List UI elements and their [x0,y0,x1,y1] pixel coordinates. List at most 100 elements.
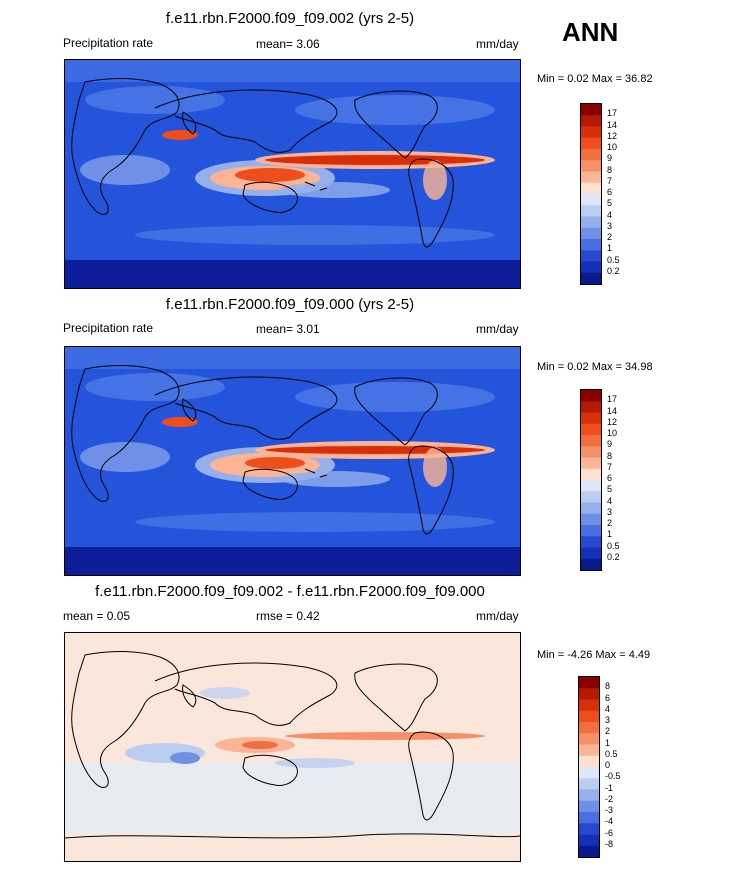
panel-3-anomaly-asia [200,687,250,699]
panel-3-colorbar-tick-label: -6 [605,827,614,838]
panel-3-anomaly-warm-pool-core [242,741,278,749]
panel-1-colorbar-segment [581,182,601,195]
panel-1-colorbar-segment [581,160,601,172]
panel-3-colorbar-tick-label: -4 [605,816,614,827]
panel-1-colorbar-segment [581,149,601,161]
panel-3-colorbar-tick-label: 3 [605,715,611,725]
panel-3-colorbar-tick-label: -0.5 [605,771,621,782]
panel-1-spcz [280,182,390,198]
panel-2-variable-label: Precipitation rate [63,321,154,335]
panel-1-southern-storm-track [135,225,495,245]
panel-2-colorbar-ticks: 17 14 12 10 9 8 7 6 5 4 3 2 1 0.5 0.2 [607,389,647,569]
panel-1-colorbar-segment [581,171,601,184]
panel-2-colorbar-tick-label: 17 [607,394,618,405]
panel-2-monsoon-band [162,417,198,427]
panel-1-colorbar-tick-label: 7 [607,175,613,186]
panel-1-colorbar-tick-label: 10 [607,142,618,152]
panel-2-colorbar-svg [581,390,601,571]
panel-2-colorbar-segment [581,468,601,481]
panel-3-south-field [65,763,520,833]
panel-2-colorbar-segment [581,390,601,402]
panel-2-colorbar-segment [581,412,601,425]
panel-3-colorbar-svg [579,677,599,858]
panel-1-itcz-africa [80,155,170,185]
panel-3-colorbar-ticks: 8 6 4 3 2 1 0.5 0 -0.5 -1 -2 -3 -4 -6 -8 [605,676,645,856]
panel-3-title: f.e11.rbn.F2000.f09_f09.002 - f.e11.rbn.… [95,583,485,600]
panel-3-colorbar-segment [579,834,599,847]
panel-3-colorbar-segment [579,677,599,689]
panel-2-storm-track-pacific [295,382,495,412]
panel-3-colorbar-segment [579,789,599,802]
panel-1-itcz-core [265,155,485,165]
panel-1-antarctic-band [65,260,520,288]
panel-2-colorbar-segment [581,525,601,537]
panel-1-colorbar-segment [581,137,601,150]
panel-1-colorbar-segment [581,104,601,116]
panel-2-southern-storm-track [135,512,495,532]
panel-1-colorbar-tick-label: 8 [607,164,613,175]
panel-3-colorbar-tick-label: 8 [605,681,611,692]
panel-1-colorbar-tick-label: 17 [607,108,618,119]
panel-2-colorbar-tick-label: 9 [607,439,613,450]
panel-3-minmax-label: Min = -4.26 Max = 4.49 [537,649,651,661]
panel-1-storm-track-pacific [295,95,495,125]
panel-1-colorbar-segment [581,126,601,139]
panel-2-itcz-core [265,446,485,454]
panel-2-colorbar-segment [581,502,601,515]
panel-2-colorbar-segment [581,480,601,492]
panel-3-colorbar-segment [579,800,599,813]
panel-1-coastlines [71,78,454,248]
panel-3-colorbar-segment [579,722,599,734]
panel-2-colorbar-tick-label: 8 [607,450,613,461]
panel-2-colorbar-tick-label: 7 [607,461,613,472]
panel-3-colorbar-tick-label: -8 [605,838,614,849]
panel-1-colorbar-segment [581,261,601,274]
panel-1-units-label: mm/day [476,37,519,51]
panel-2-title: f.e11.rbn.F2000.f09_f09.000 (yrs 2-5) [165,296,415,313]
panel-3-colorbar-segment [579,710,599,723]
panel-2-colorbar-segment [581,435,601,447]
panel-2-amazon-rain [423,447,447,487]
panel-1-colorbar-segment [581,227,601,240]
panel-2-colorbar-segment [581,491,601,503]
season-label: ANN [562,17,619,47]
panel-2-colorbar-segment [581,457,601,470]
panel-2-antarctic-band [65,547,520,575]
panel-2-mean-label: mean= 3.01 [256,322,320,336]
panel-2-colorbar-segment [581,513,601,526]
panel-3-colorbar-tick-label: 1 [605,737,611,748]
panel-3-colorbar-segment [579,778,599,790]
panel-2-colorbar-tick-label: 1 [607,529,613,540]
panel-2-colorbar-segment [581,423,601,436]
panel-1-colorbar-segment [581,250,601,262]
panel-3-mean-label: mean = 0.05 [63,609,131,623]
panel-2-colorbar-tick-label: 14 [607,405,618,416]
panel-1-colorbar-segment [581,194,601,206]
panel-3-colorbar-segment [579,733,599,745]
panel-2-units-label: mm/day [476,322,519,336]
panel-2-colorbar-tick-label: 0.5 [607,540,620,551]
panel-3-map [64,632,521,862]
panel-1-colorbar-svg [581,104,601,285]
panel-2-colorbar-tick-label: 6 [607,473,613,483]
panel-3-units-label: mm/day [476,609,519,623]
panel-1-mean-label: mean= 3.06 [256,37,320,51]
panel-3-colorbar-segment [579,744,599,757]
panel-2-colorbar-tick-label: 5 [607,484,613,495]
panel-2-colorbar-tick-label: 10 [607,428,618,438]
panel-2-colorbar-tick-label: 4 [607,495,613,506]
panel-3-colorbar-segment [579,767,599,779]
panel-3-map-svg [65,633,520,861]
panel-1-warm-pool-core [235,168,305,182]
panel-1-colorbar-tick-label: 5 [607,198,613,209]
panel-3-anomaly-itcz [285,732,485,740]
panel-3-colorbar-tick-label: 0 [605,760,611,770]
panel-1-monsoon-band [162,130,198,140]
panel-3-colorbar-tick-label: 6 [605,692,611,703]
panel-2-itcz-africa [80,442,170,472]
panel-3-colorbar-segment [579,688,599,700]
panel-2-colorbar-segment [581,558,601,571]
panel-1-title: f.e11.rbn.F2000.f09_f09.002 (yrs 2-5) [165,10,415,27]
panel-1-colorbar-tick-label: 4 [607,209,613,220]
panel-2-arctic-band [65,347,520,369]
